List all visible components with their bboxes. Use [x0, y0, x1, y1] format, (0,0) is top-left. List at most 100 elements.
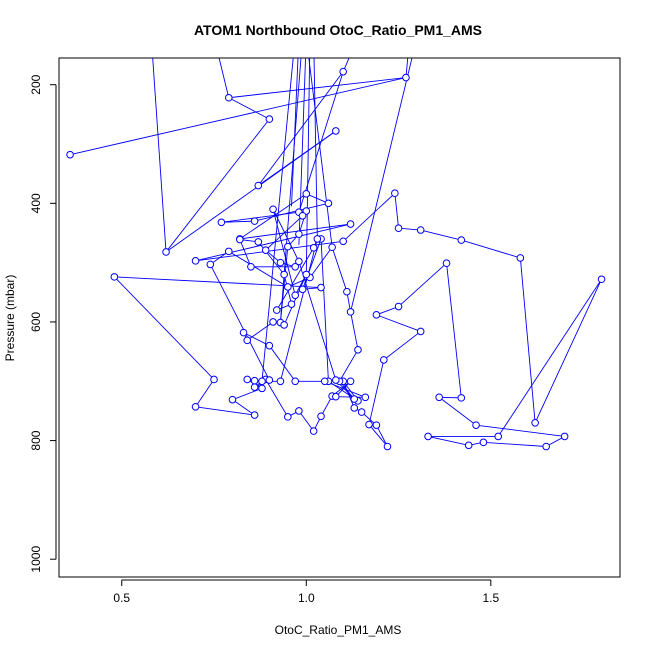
chart-title: ATOM1 Northbound OtoC_Ratio_PM1_AMS — [194, 22, 482, 38]
series-segment — [239, 223, 351, 240]
data-point — [287, 300, 296, 308]
series-segment — [394, 193, 400, 229]
series-segment — [335, 396, 366, 398]
data-point — [250, 411, 259, 419]
data-point — [295, 257, 303, 266]
data-point — [339, 237, 347, 246]
series-segment — [114, 276, 215, 380]
data-point — [66, 150, 74, 159]
series-segment — [420, 229, 462, 241]
series-segment — [302, 238, 322, 290]
series-segment — [331, 247, 348, 292]
series-segment-offscale — [152, 58, 167, 252]
series-segment — [280, 238, 318, 382]
data-point — [261, 246, 270, 254]
data-point — [479, 438, 488, 447]
series-segment — [228, 97, 270, 120]
data-point — [361, 393, 370, 402]
data-point — [247, 262, 255, 271]
data-point — [346, 220, 355, 228]
series-segment — [195, 379, 215, 408]
series-segment — [232, 399, 255, 416]
data-point — [302, 190, 311, 198]
series-segment — [376, 314, 421, 332]
data-point — [317, 283, 325, 292]
series-segment — [342, 192, 396, 242]
data-point — [346, 377, 355, 386]
data-point — [457, 236, 466, 244]
series-segment — [298, 261, 337, 381]
series-segment — [265, 215, 303, 251]
data-point — [295, 407, 303, 415]
series-segment — [254, 202, 329, 222]
series-segment — [476, 424, 565, 437]
series-segment — [320, 238, 329, 382]
series-segment — [228, 77, 406, 99]
data-point — [243, 336, 252, 345]
y-tick-label: 1000 — [29, 546, 43, 573]
data-point — [531, 418, 539, 427]
data-point — [280, 321, 288, 329]
series-segment — [320, 395, 333, 417]
series-segment-offscale — [261, 58, 294, 382]
data-point — [372, 421, 381, 429]
plot-area — [66, 58, 606, 451]
series-segment — [368, 424, 388, 447]
series-segment — [276, 247, 315, 311]
x-axis-label: OtoC_Ratio_PM1_AMS — [275, 623, 402, 637]
data-point — [309, 244, 318, 252]
data-point — [284, 413, 292, 421]
data-point — [239, 328, 248, 337]
series-segment-offscale — [308, 58, 333, 248]
data-point — [365, 420, 373, 429]
data-point — [191, 402, 200, 411]
data-point — [424, 432, 432, 441]
data-point — [191, 257, 200, 265]
series-segment — [446, 263, 462, 398]
data-point — [354, 346, 362, 354]
data-point — [250, 376, 259, 385]
data-point — [250, 383, 259, 391]
data-point — [542, 442, 550, 451]
series-segment — [195, 406, 255, 416]
series-segment — [438, 396, 477, 426]
data-point — [457, 394, 466, 402]
series-segment — [309, 246, 333, 278]
data-point — [350, 404, 359, 412]
data-point — [372, 311, 381, 319]
series-segment — [398, 262, 447, 307]
series-segment — [258, 130, 337, 186]
series-segment — [195, 223, 351, 262]
series-segment-offscale — [405, 58, 409, 78]
series-segment — [376, 424, 388, 447]
series-segment — [483, 441, 547, 447]
y-axis-label: Pressure (mbar) — [3, 275, 17, 362]
series-segment — [298, 71, 344, 213]
data-point — [597, 275, 606, 284]
data-point — [391, 189, 399, 198]
data-point — [383, 442, 392, 451]
data-point — [394, 224, 403, 233]
data-point — [250, 217, 259, 225]
data-point — [394, 302, 403, 311]
series-segment — [232, 387, 263, 401]
series-segment — [69, 77, 407, 156]
series-segment — [383, 331, 421, 361]
data-point — [236, 235, 244, 244]
series-segment — [239, 239, 252, 267]
series-segment — [376, 306, 399, 316]
series-segment — [272, 209, 296, 296]
data-point — [224, 247, 233, 256]
series-segment — [257, 241, 285, 275]
data-point — [357, 408, 366, 416]
y-tick-label: 600 — [29, 312, 43, 332]
plot-frame — [58, 57, 621, 578]
data-point — [416, 327, 425, 336]
series-segment — [269, 345, 296, 382]
data-point — [435, 393, 443, 402]
data-point — [317, 412, 325, 421]
data-point — [258, 384, 266, 393]
data-point — [276, 377, 285, 386]
